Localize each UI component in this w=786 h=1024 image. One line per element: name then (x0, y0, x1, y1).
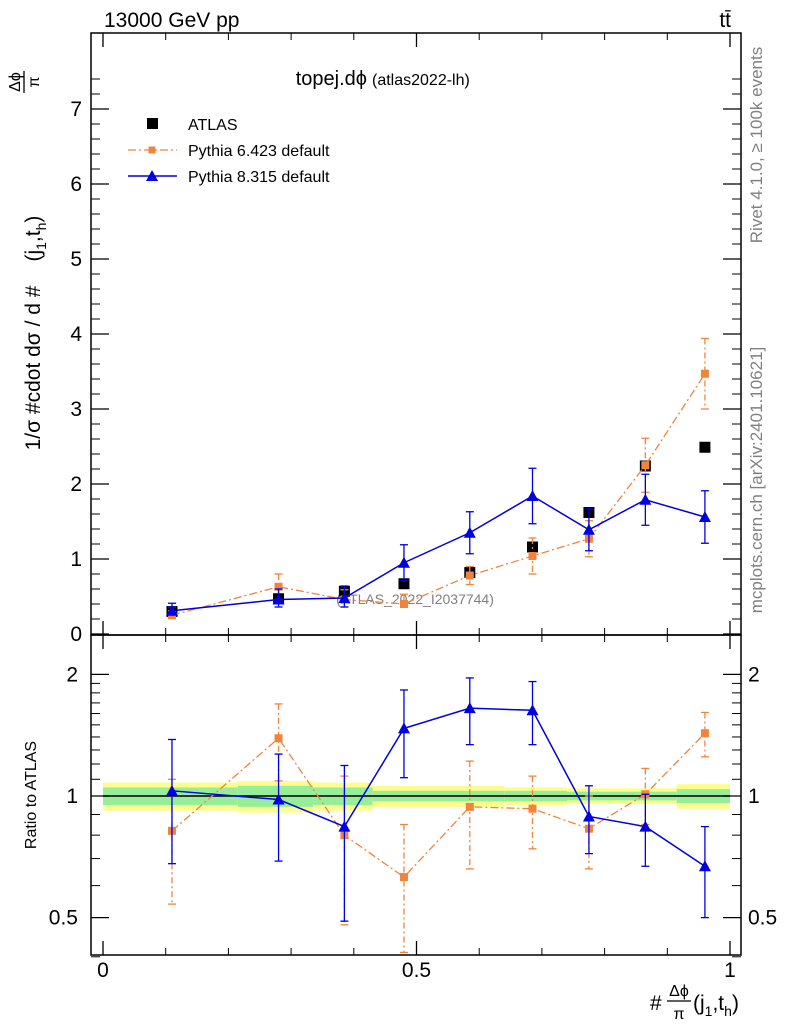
ratio-data-layer (165, 677, 711, 954)
plot-subtitle: (atlas2022-lh) (372, 72, 470, 89)
ylabel-frac-den: π (26, 76, 43, 87)
ratio-p6-point (399, 873, 408, 882)
p8-point (463, 526, 476, 538)
analysis-watermark: (ATLAS_2022_I2037744) (336, 591, 494, 607)
ylabel-s2: h (33, 223, 49, 231)
ylabel-d: ) (22, 216, 45, 223)
ylabel-a: 1/σ #cdot dσ / d # (22, 285, 45, 450)
p6-point (465, 571, 474, 580)
p6-point (528, 552, 537, 560)
main-y-ticks: 0 1 2 3 4 5 6 7 (70, 33, 741, 646)
ratio-p8-point (639, 820, 652, 832)
p8-point (526, 490, 539, 501)
main-y-axis-label: 1/σ #cdot dσ / d # (j1,th) (22, 216, 49, 451)
ylabel-c: ,t (22, 230, 45, 242)
ratio-p8-point (698, 860, 711, 872)
ratio-ytick-label: 1 (66, 785, 78, 808)
ratio-panel: 0.5 0.51 12 2 0 0.5 1 Ratio to ATLAS # Δϕ π (… (23, 634, 777, 1023)
xtick-label: 0.5 (402, 959, 431, 982)
ratio-ytick-label-right: 0.5 (748, 907, 777, 930)
ratio-y-ticks: 0.5 0.5 1 1 2 2 (49, 663, 777, 958)
plot-title: topej.dϕ (296, 68, 367, 90)
ratio-p6-point (700, 729, 709, 738)
ratio-p8-point (463, 702, 476, 714)
legend-p6-marker (148, 146, 156, 154)
main-ytick-label: 6 (70, 173, 82, 196)
main-ytick-label: 5 (70, 248, 82, 271)
x-axis-label: # Δϕ π (j1,th) (650, 983, 739, 1023)
rivet-label: Rivet 4.1.0, ≥ 100k events (747, 47, 766, 243)
ratio-ytick-label-right: 1 (748, 785, 760, 808)
ratio-p6-point (465, 802, 474, 811)
ratio-p8-point (338, 820, 351, 832)
ratio-p6-point (274, 734, 283, 743)
svg-text:(j1,th): (j1,th) (693, 992, 739, 1019)
ratio-p6-point (528, 804, 537, 813)
ylabel-fraction: Δϕ π (7, 71, 43, 93)
xlabel-frac-num: Δϕ (669, 983, 689, 1000)
xlabel-c: ,t (712, 992, 724, 1015)
svg-text:1/σ #cdot dσ / d #(j1,th): 1/σ #cdot dσ / d # (j1,th) (22, 216, 49, 451)
main-ytick-label: 3 (70, 398, 82, 421)
legend-p6-label: Pythia 6.423 default (188, 143, 330, 160)
p8-point (698, 511, 711, 522)
ratio-p8-point (582, 810, 595, 822)
ratio-ytick-label-right: 2 (748, 663, 760, 686)
ratio-ytick-label: 2 (66, 663, 78, 686)
p6-point (641, 461, 650, 470)
xlabel-s2: h (724, 1003, 732, 1019)
ratio-y-axis-label: Ratio to ATLAS (23, 741, 40, 849)
legend-atlas-marker (147, 118, 158, 129)
x-ticks: 0 0.5 1 (97, 635, 736, 982)
process-label: tt̄ (719, 9, 731, 32)
atlas-point (398, 578, 410, 590)
energy-label: 13000 GeV pp (104, 9, 239, 32)
ylabel-b: (j (22, 250, 45, 262)
legend-atlas-label: ATLAS (188, 117, 238, 134)
mcplots-label: mcplots.cern.ch [arXiv:2401.10621] (747, 347, 766, 613)
ratio-p8-point (272, 793, 285, 805)
p8-point (338, 592, 351, 603)
ratio-ytick-label: 0.5 (49, 907, 78, 930)
xtick-label: 1 (724, 959, 736, 982)
xlabel-frac-den: π (673, 1006, 684, 1023)
main-ytick-label: 1 (70, 548, 82, 571)
main-ytick-label: 4 (70, 323, 82, 346)
xlabel-b: (j (693, 992, 705, 1015)
ratio-p8-point (526, 704, 539, 716)
main-panel: 0 1 2 3 4 5 6 7 topej.dϕ (atlas2022-lh) (ATLAS_… (7, 32, 742, 646)
main-ytick-label: 7 (70, 98, 82, 121)
xlabel-hash: # (650, 992, 662, 1015)
ylabel-frac-num: Δϕ (7, 72, 24, 92)
p8-point (639, 493, 652, 505)
p8-point (165, 604, 178, 616)
main-ytick-label: 0 (70, 623, 82, 646)
main-ytick-label: 2 (70, 473, 82, 496)
atlas-point (699, 441, 711, 453)
p6-point (274, 582, 283, 591)
legend-p8-marker (146, 170, 158, 181)
p8-point (272, 593, 285, 605)
p8-point (397, 556, 410, 568)
xlabel-d: ) (732, 992, 739, 1015)
xtick-label: 0 (97, 959, 109, 982)
p6-line (171, 373, 706, 616)
legend-p8-label: Pythia 8.315 default (188, 169, 330, 186)
legend: ATLAS Pythia 6.423 default Pythia 8.315 … (128, 117, 330, 186)
p6-point (700, 369, 709, 378)
xlabel-s1: 1 (705, 1003, 713, 1019)
ylabel-s1: 1 (33, 242, 49, 250)
p6-point (399, 600, 408, 608)
p8-point (582, 523, 595, 535)
ratio-p8-point (397, 722, 410, 734)
ratio-p8-point (165, 784, 178, 796)
main-data-layer (165, 337, 711, 620)
